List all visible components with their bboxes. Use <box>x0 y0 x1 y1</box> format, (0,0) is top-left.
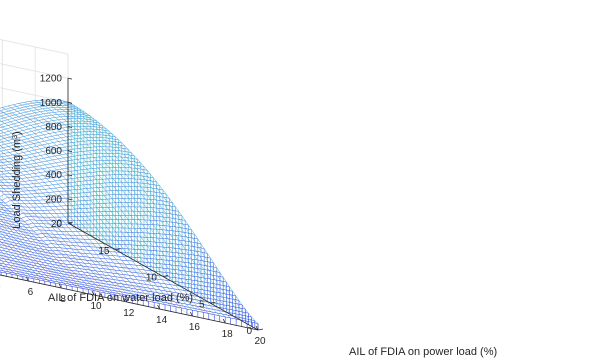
y-tick-label: 15 <box>98 246 110 257</box>
mesh-line <box>24 102 215 315</box>
mesh-line <box>45 99 237 320</box>
z-tick-label: 1200 <box>40 74 63 85</box>
mesh-line <box>0 155 138 300</box>
mesh-line <box>0 231 51 283</box>
z-tick-label: 0 <box>56 219 62 230</box>
z-tick-mark <box>67 77 73 80</box>
mesh-line <box>0 180 111 295</box>
x-tick-mark <box>157 304 160 310</box>
mesh-line <box>0 130 166 305</box>
mesh-line <box>0 214 73 287</box>
y-tick-label: 20 <box>51 219 63 230</box>
x-tick-mark <box>91 290 95 296</box>
mesh-line <box>0 125 171 306</box>
mesh-line <box>0 235 45 282</box>
z-tick-label: 200 <box>45 194 62 205</box>
grid-line-floor <box>0 241 95 296</box>
mesh-line <box>0 218 67 286</box>
y-tick-label: 5 <box>199 299 205 310</box>
mesh-line <box>56 99 248 322</box>
x-axis-label: AIL of FDIA on power load (%) <box>349 346 497 358</box>
z-axis-label-close: ) <box>11 131 23 135</box>
mesh-line <box>0 206 84 289</box>
z-tick-mark <box>67 174 73 177</box>
mesh-line <box>0 110 188 310</box>
z-axis-label-text: Load Shedding (m <box>11 139 23 229</box>
z-tick-mark <box>67 150 73 152</box>
y-tick-label: 0 <box>246 326 252 337</box>
mesh-line <box>0 170 122 297</box>
y-tick-label: 10 <box>146 273 158 284</box>
x-tick-label: 14 <box>156 315 168 326</box>
z-axis-label: Load Shedding (m3) <box>11 131 23 228</box>
mesh-line <box>0 135 160 304</box>
z-tick-label: 400 <box>45 170 62 181</box>
mesh-line <box>0 197 95 291</box>
mesh-line <box>62 100 253 323</box>
z-tick-mark <box>67 101 73 104</box>
mesh-line <box>0 140 155 303</box>
x-tick-mark <box>124 297 128 303</box>
mesh-line <box>29 101 220 316</box>
mesh-line <box>0 189 100 293</box>
x-tick-mark <box>190 311 193 317</box>
y-tick-mark <box>162 275 169 277</box>
x-tick-labels: 02468101214161820 <box>0 276 266 347</box>
grid-line-floor <box>0 241 164 277</box>
y-axis-label: AIL of FDIA on water load (%) <box>48 292 193 304</box>
surface-mesh <box>0 99 259 330</box>
mesh-line <box>0 120 177 307</box>
z-axis-label-superscript: 3 <box>12 135 19 139</box>
y-tick-mark <box>115 248 121 251</box>
z-tick-label: 600 <box>45 146 62 157</box>
mesh-line <box>0 160 133 299</box>
mesh-line <box>40 99 231 319</box>
x-tick-label: 12 <box>123 308 135 319</box>
z-tick-labels: 0 200 400 600 800 1000 1200 <box>40 74 73 230</box>
x-tick-mark <box>255 325 259 331</box>
z-tick-label: 800 <box>45 122 62 133</box>
mesh-line <box>0 145 149 302</box>
x-tick-label: 20 <box>254 336 266 347</box>
grid-line-floor <box>0 252 62 289</box>
mesh-line <box>0 150 144 301</box>
z-tick-mark <box>67 198 73 201</box>
mesh-line <box>0 222 62 285</box>
x-tick-mark <box>26 276 29 282</box>
y-tick-mark <box>257 328 264 331</box>
x-tick-mark <box>222 318 226 324</box>
z-tick-label: 1000 <box>40 98 63 109</box>
mesh-line <box>0 115 182 309</box>
mesh-line <box>0 175 117 296</box>
x-tick-mark <box>58 283 62 289</box>
mesh-line <box>2 107 193 311</box>
mesh-line <box>0 240 40 281</box>
x-tick-label: 18 <box>222 329 234 340</box>
y-tick-mark <box>67 221 74 224</box>
x-tick-label: 16 <box>189 322 201 333</box>
mesh-line <box>0 184 106 294</box>
x-tick-label: 10 <box>90 301 102 312</box>
mesh-line <box>67 101 259 324</box>
x-tick-label: 6 <box>28 287 34 298</box>
mesh-line <box>0 165 127 298</box>
z-tick-mark <box>67 126 73 128</box>
mesh-line <box>0 201 89 290</box>
y-tick-mark <box>210 301 216 304</box>
mesh-line <box>18 103 209 314</box>
x-tick-label: 4 <box>0 280 1 291</box>
mesh-line <box>51 99 242 321</box>
grid-line-floor <box>0 207 69 224</box>
y-tick-labels: 0 5 10 15 20 <box>51 219 264 337</box>
x-tick-label: 8 <box>60 294 66 305</box>
mesh-line <box>0 226 56 284</box>
mesh-line <box>7 105 199 312</box>
mesh-line <box>0 210 78 288</box>
mesh-line <box>0 244 35 279</box>
mesh-line <box>13 104 204 313</box>
mesh-line <box>35 100 226 318</box>
